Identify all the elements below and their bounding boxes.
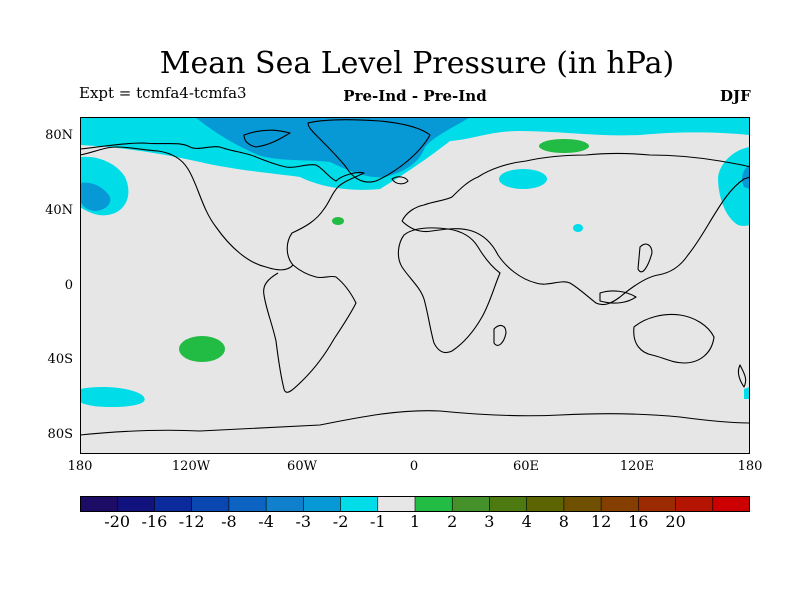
madagascar-coast [493,324,507,346]
lon-label-180w: 180 [67,459,93,474]
southern-ocean-cyan-west [80,387,145,407]
colorbar-swatch [675,496,714,512]
colorbar-label: -3 [295,512,312,531]
antarctica-coast [80,410,750,436]
greenland-coast [307,119,431,183]
colorbar-swatch [451,496,491,512]
japan-coast [637,243,653,273]
north-america-coast [80,142,365,271]
colorbar-swatch [80,496,118,512]
southern-ocean-cyan-east [744,387,750,399]
lat-label-40s: 40S [47,352,73,367]
north-pacific-cyan-east [718,147,750,226]
lat-label-0: 0 [64,278,73,293]
colorbar-frame [80,496,750,512]
lon-label-0: 0 [409,459,419,474]
colorbar-swatch [377,496,416,512]
lon-label-60e: 60E [512,459,540,474]
south-pacific-green-region [179,336,225,362]
colorbar-label: 3 [484,512,495,531]
map-background [80,117,750,454]
eurasia-south-coast [401,176,750,306]
africa-coast [397,227,501,354]
colorbar-swatch [191,496,230,512]
colorbar-swatches [80,496,750,512]
colorbar-label: 1 [409,512,421,531]
colorbar-label: -8 [221,512,237,531]
lon-label-180e: 180 [737,459,763,474]
south-america-coast [263,264,357,393]
colorbar-swatch [638,496,677,512]
lat-label-80s: 80S [47,427,73,442]
world-map [80,117,750,454]
colorbar-label: -20 [104,512,131,531]
map-frame [80,117,750,454]
colorbar-label: -16 [141,512,168,531]
season-label: DJF [720,87,751,105]
lon-label-120e: 120E [619,459,655,474]
plot-title: Mean Sea Level Pressure (in hPa) [159,46,675,81]
colorbar-swatch [414,496,453,512]
colorbar-swatch [303,496,342,512]
colorbar-swatch [712,496,750,512]
siberia-green-region [539,139,589,153]
greenland-blue-region [195,117,470,178]
positive-anomaly-regions [179,139,589,362]
comparison-label: Pre-Ind - Pre-Ind [343,87,487,105]
australia-coast [633,313,715,364]
atlantic-green-spot [332,217,344,225]
colorbar-swatch [116,496,156,512]
colorbar-label: -1 [370,512,386,531]
lon-label-120w: 120W [171,459,211,474]
colorbar-swatch [154,496,193,512]
colorbar-swatch [228,496,267,512]
colorbar-label: 8 [558,512,569,531]
colorbar-swatch [489,496,528,512]
north-pacific-blue-west [80,182,111,211]
north-pacific-blue-east [742,165,750,189]
central-asia-cyan-region [499,169,547,189]
colorbar-swatch [340,496,379,512]
lon-label-60w: 60W [287,459,317,474]
colorbar-label: 16 [628,512,649,531]
new-zealand-coast [737,364,747,388]
colorbar-label: -12 [178,512,205,531]
iceland-coast [391,176,409,185]
colorbar-label: 12 [590,512,612,531]
colorbar-swatch [600,496,639,512]
lat-label-40n: 40N [45,203,73,218]
colorbar-label: -4 [258,512,274,531]
small-cyan-spot [573,224,583,232]
colorbar-label: 4 [521,512,532,531]
colorbar-label: -2 [332,512,349,531]
canadian-arctic-islands-coast [243,129,291,148]
colorbar [80,496,750,512]
colorbar-swatch [526,496,565,512]
indonesia-coast [599,290,637,304]
coastlines [80,119,750,436]
colorbar-swatch [563,496,602,512]
colorbar-label: 2 [447,512,458,531]
experiment-label: Expt = tcmfa4-tcmfa3 [79,84,247,102]
lat-label-80n: 80N [45,128,73,143]
colorbar-swatch [265,496,304,512]
colorbar-label: 20 [665,512,686,531]
eurasia-north-coast [401,152,750,222]
